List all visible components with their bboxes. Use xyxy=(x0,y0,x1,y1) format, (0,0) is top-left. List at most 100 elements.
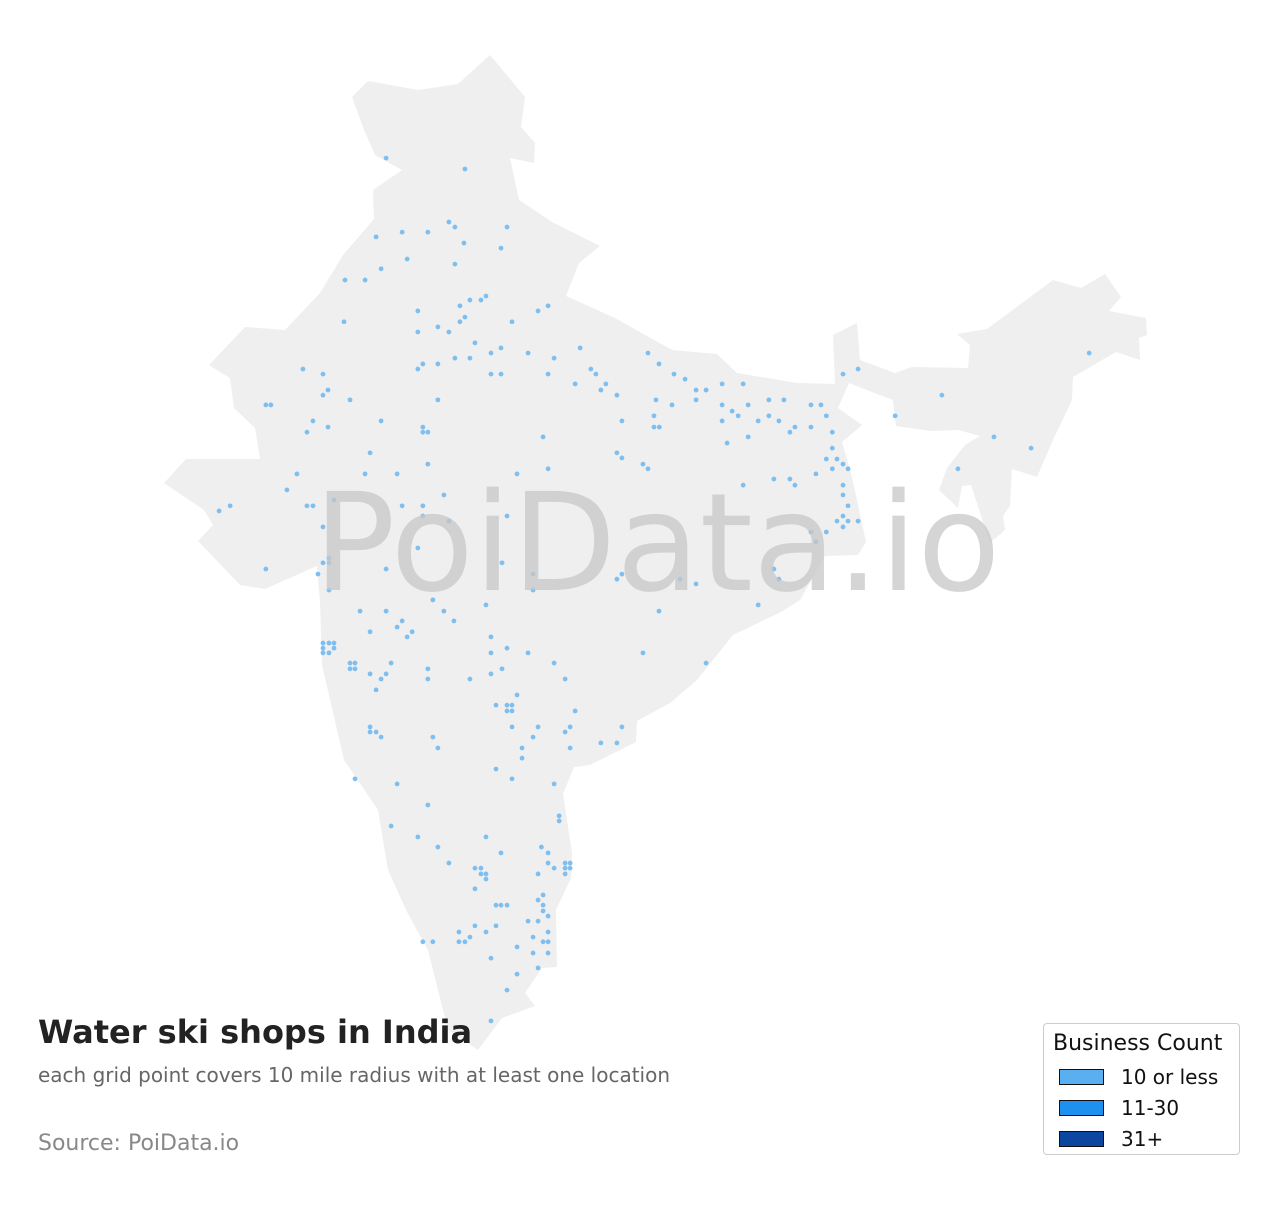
grid-point xyxy=(813,539,819,545)
legend-swatch xyxy=(1059,1100,1104,1116)
grid-point xyxy=(430,939,436,945)
grid-point xyxy=(525,918,531,924)
grid-point xyxy=(367,729,373,735)
grid-point xyxy=(320,650,326,656)
grid-point xyxy=(840,482,846,488)
grid-point xyxy=(294,471,300,477)
grid-point xyxy=(493,766,499,772)
grid-point xyxy=(342,277,348,283)
grid-point xyxy=(535,897,541,903)
grid-point xyxy=(519,755,525,761)
grid-point xyxy=(373,729,379,735)
grid-point xyxy=(562,729,568,735)
grid-point xyxy=(840,371,846,377)
grid-point xyxy=(435,324,441,330)
grid-point xyxy=(640,650,646,656)
grid-point xyxy=(540,892,546,898)
grid-point xyxy=(483,929,489,935)
grid-point xyxy=(325,387,331,393)
grid-point xyxy=(326,587,332,593)
grid-point xyxy=(326,560,332,566)
grid-point xyxy=(461,240,467,246)
grid-point xyxy=(399,618,405,624)
grid-point xyxy=(446,860,452,866)
grid-point xyxy=(834,518,840,524)
grid-point xyxy=(619,571,625,577)
grid-point xyxy=(388,660,394,666)
grid-point xyxy=(462,939,468,945)
grid-point xyxy=(577,345,583,351)
grid-point xyxy=(347,666,353,672)
grid-point xyxy=(766,413,772,419)
grid-point xyxy=(509,776,515,782)
grid-point xyxy=(462,166,468,172)
grid-point xyxy=(383,608,389,614)
grid-point xyxy=(493,702,499,708)
grid-point xyxy=(420,513,426,519)
grid-points xyxy=(216,155,1092,1024)
grid-point xyxy=(373,234,379,240)
grid-point xyxy=(498,850,504,856)
grid-point xyxy=(456,939,462,945)
map-subtitle: each grid point covers 10 mile radius wi… xyxy=(38,1063,671,1087)
grid-point xyxy=(567,860,573,866)
grid-point xyxy=(478,865,484,871)
grid-point xyxy=(383,671,389,677)
grid-point xyxy=(834,456,840,462)
grid-point xyxy=(425,229,431,235)
grid-point xyxy=(693,397,699,403)
grid-point xyxy=(310,418,316,424)
grid-point xyxy=(404,256,410,262)
grid-point xyxy=(404,634,410,640)
legend-item-mid: 11-30 xyxy=(1059,1096,1179,1120)
grid-point xyxy=(656,608,662,614)
grid-point xyxy=(367,671,373,677)
grid-point xyxy=(771,476,777,482)
grid-point xyxy=(425,676,431,682)
grid-point xyxy=(388,823,394,829)
grid-point xyxy=(539,844,544,850)
grid-point xyxy=(478,871,484,877)
grid-point xyxy=(530,934,536,940)
grid-point xyxy=(467,297,473,303)
grid-point xyxy=(619,455,625,461)
grid-point xyxy=(435,361,441,367)
grid-point xyxy=(598,387,604,393)
grid-point xyxy=(446,329,452,335)
grid-point xyxy=(535,918,541,924)
grid-point xyxy=(446,219,452,225)
grid-point xyxy=(530,571,536,577)
grid-point xyxy=(378,734,384,740)
grid-point xyxy=(614,392,620,398)
grid-point xyxy=(845,503,851,509)
grid-point xyxy=(766,397,772,403)
grid-point xyxy=(545,913,551,919)
grid-point xyxy=(745,434,751,440)
grid-point xyxy=(488,955,494,961)
grid-point xyxy=(456,929,462,935)
grid-point xyxy=(776,418,782,424)
grid-point xyxy=(483,876,489,882)
grid-point xyxy=(378,418,384,424)
grid-point xyxy=(653,397,659,403)
grid-point xyxy=(320,392,326,398)
grid-point xyxy=(227,503,233,509)
grid-point xyxy=(425,802,431,808)
grid-point xyxy=(808,424,814,430)
grid-point xyxy=(483,293,489,299)
grid-point xyxy=(535,871,541,877)
grid-point xyxy=(263,402,269,408)
grid-point xyxy=(504,987,510,993)
grid-point xyxy=(645,466,651,472)
grid-point xyxy=(855,366,861,372)
grid-point xyxy=(420,503,426,509)
grid-point xyxy=(955,466,961,472)
grid-point xyxy=(603,381,609,387)
grid-point xyxy=(619,724,625,730)
grid-point xyxy=(378,676,384,682)
grid-point xyxy=(488,350,494,356)
grid-point xyxy=(435,397,441,403)
grid-point xyxy=(525,350,531,356)
grid-point xyxy=(420,361,426,367)
grid-point xyxy=(545,950,551,956)
